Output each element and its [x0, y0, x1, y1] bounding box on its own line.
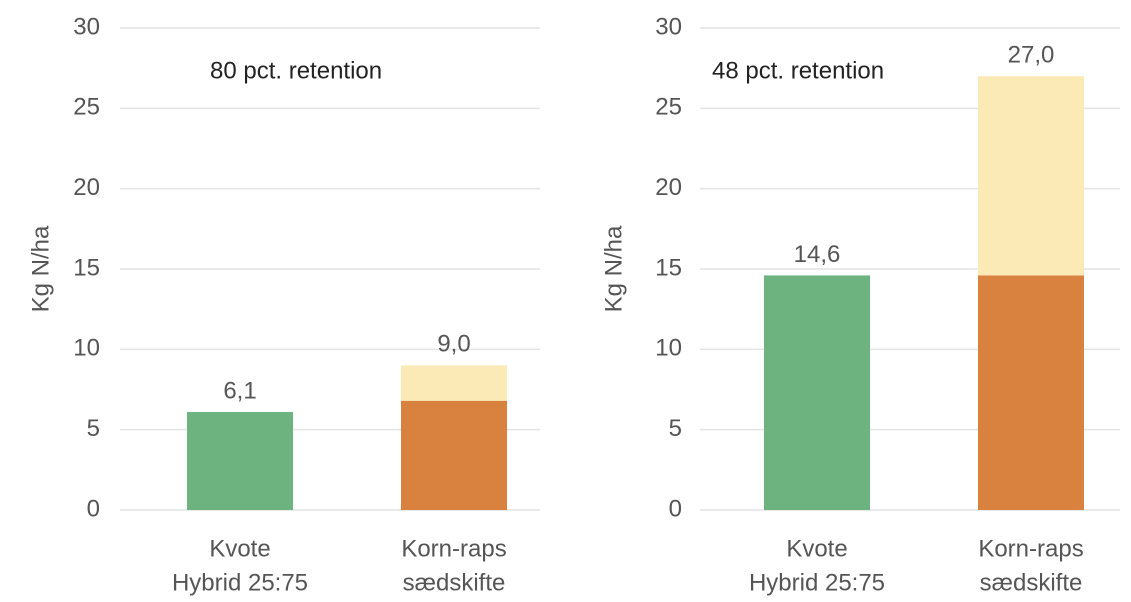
- y-tick-label: 0: [669, 495, 682, 522]
- bar-segment: [764, 275, 870, 510]
- y-tick-label: 30: [73, 13, 100, 40]
- x-tick-label: sædskifte: [980, 569, 1083, 596]
- y-tick-label: 20: [655, 174, 682, 201]
- total-label: 9,0: [437, 331, 470, 358]
- y-tick-label: 15: [73, 254, 100, 281]
- y-tick-label: 25: [655, 94, 682, 121]
- x-tick-label: Hybrid 25:75: [172, 569, 308, 596]
- chart-title: 48 pct. retention: [712, 57, 884, 84]
- bar-segment: [401, 400, 507, 510]
- y-tick-label: 0: [87, 495, 100, 522]
- x-tick-label: Korn-raps: [401, 535, 506, 562]
- total-label: 27,0: [1008, 42, 1055, 69]
- y-tick-label: 5: [669, 415, 682, 442]
- y-tick-label: 10: [655, 335, 682, 362]
- y-tick-label: 10: [73, 335, 100, 362]
- x-tick-label: sædskifte: [403, 569, 506, 596]
- bar-segment: [187, 411, 293, 510]
- bar-segment: [978, 275, 1084, 510]
- y-tick-label: 5: [87, 415, 100, 442]
- x-tick-label: Kvote: [209, 535, 270, 562]
- bar-segment: [401, 365, 507, 401]
- x-tick-label: Kvote: [786, 535, 847, 562]
- x-tick-label: Hybrid 25:75: [749, 569, 885, 596]
- y-tick-label: 15: [655, 254, 682, 281]
- chart-title: 80 pct. retention: [210, 57, 382, 84]
- y-tick-label: 30: [655, 13, 682, 40]
- y-tick-label: 20: [73, 174, 100, 201]
- total-label: 6,1: [223, 377, 256, 404]
- y-axis-label: Kg N/ha: [600, 225, 627, 312]
- y-tick-label: 25: [73, 94, 100, 121]
- y-axis-label: Kg N/ha: [27, 225, 54, 312]
- total-label: 14,6: [794, 241, 841, 268]
- x-tick-label: Korn-raps: [978, 535, 1083, 562]
- bar-segment: [978, 76, 1084, 276]
